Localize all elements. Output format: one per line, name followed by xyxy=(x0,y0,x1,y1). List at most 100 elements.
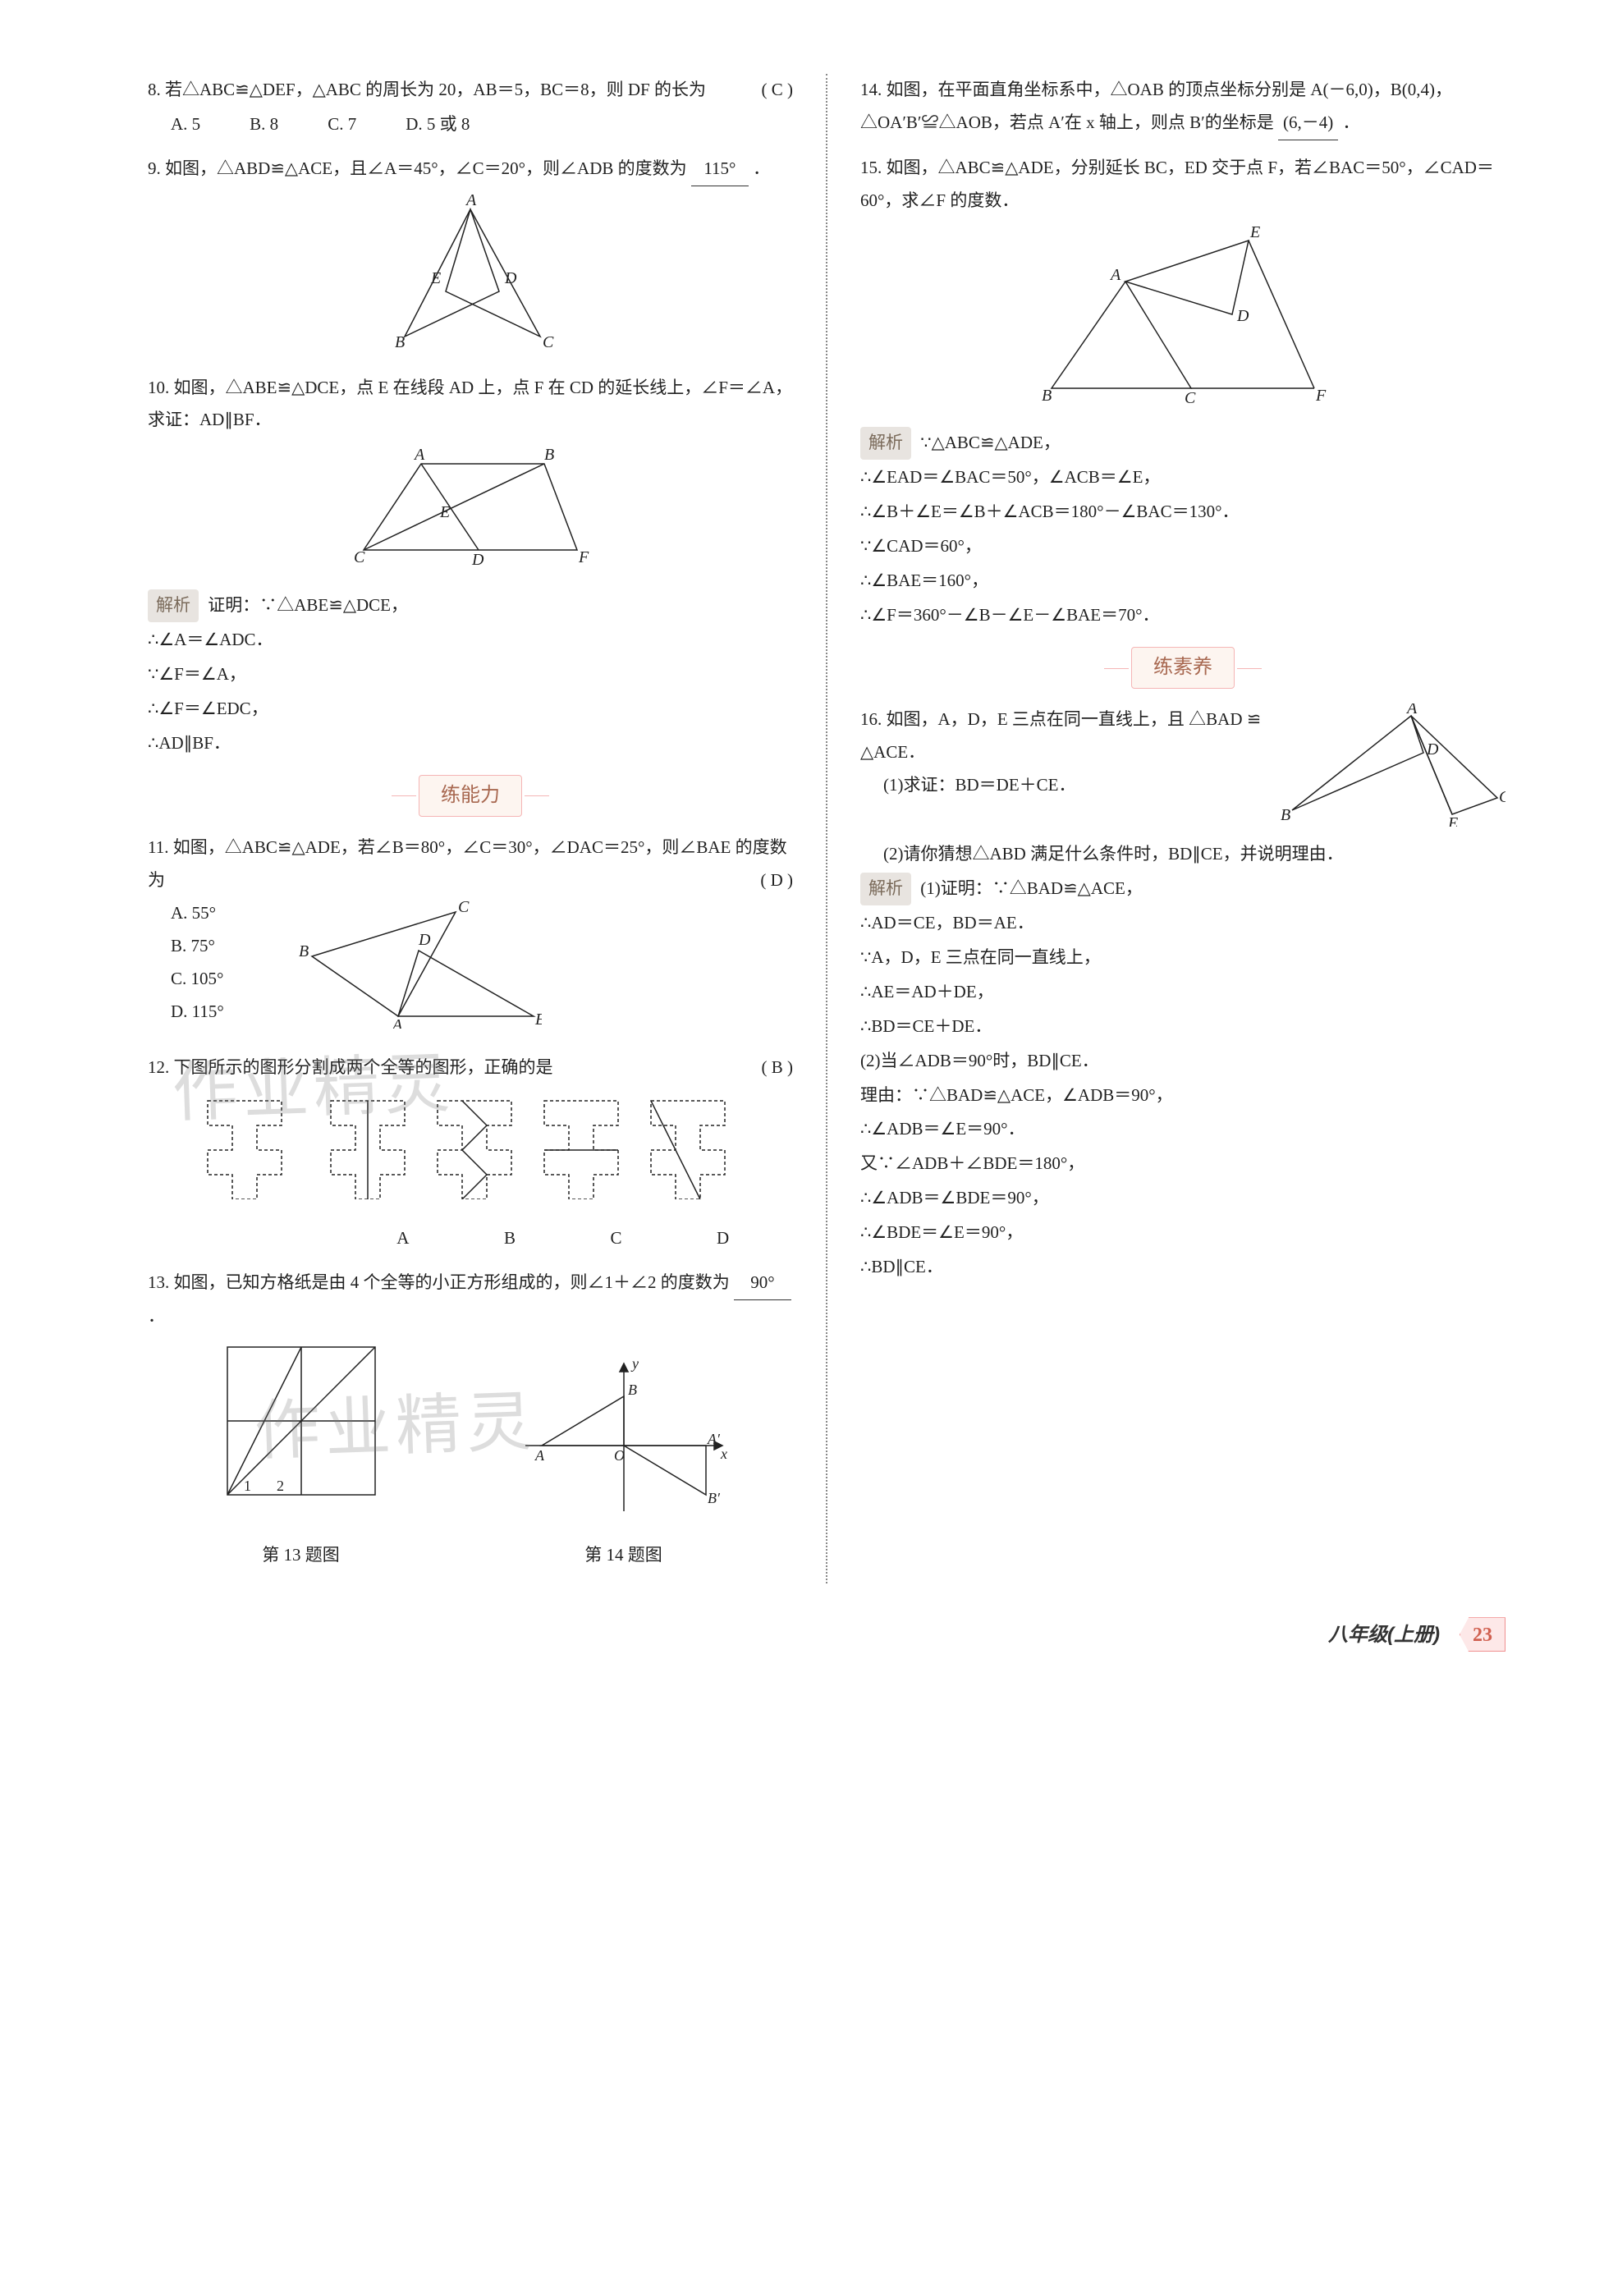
svg-text:A′: A′ xyxy=(707,1431,721,1447)
svg-text:C: C xyxy=(354,548,365,566)
svg-text:A: A xyxy=(413,446,425,464)
q12-figure xyxy=(148,1093,793,1211)
q11-opt-c: C. 105° xyxy=(171,963,271,996)
q11-figure: A B C D E xyxy=(271,897,793,1040)
column-divider xyxy=(826,74,827,1583)
q10-exp-2: ∵∠F＝∠A， xyxy=(148,658,793,691)
svg-text:A: A xyxy=(1405,703,1418,717)
q10-exp-3: ∴∠F＝∠EDC， xyxy=(148,693,793,726)
q15-exp-3: ∵∠CAD＝60°， xyxy=(860,530,1505,563)
svg-text:B: B xyxy=(299,942,309,960)
q16-exp-0: (1)证明：∵△BAD≌△ACE， xyxy=(920,878,1143,898)
section-literacy-label: 练素养 xyxy=(1131,647,1235,690)
right-column: 14. 如图，在平面直角坐标系中，△OAB 的顶点坐标分别是 A(－6,0)，B… xyxy=(860,74,1505,1583)
q16-sub2: (2)请你猜想△ABD 满足什么条件时，BD∥CE，并说明理由． xyxy=(860,838,1505,871)
q8-opt-a: A. 5 xyxy=(171,108,200,141)
q10-figure: A B C D E F xyxy=(148,443,793,578)
q10-exp-1: ∴∠A＝∠ADC． xyxy=(148,624,793,657)
q14-answer: (6,－4) xyxy=(1278,107,1338,140)
svg-text:C: C xyxy=(1499,788,1505,806)
q9-answer: 115° xyxy=(691,153,749,186)
svg-text:O: O xyxy=(614,1447,625,1464)
explain-label: 解析 xyxy=(148,589,199,622)
q8-answer: ( C ) xyxy=(762,74,794,107)
q15-figure: A B C D E F xyxy=(860,224,1505,416)
q12-opt-c: C xyxy=(610,1222,621,1255)
svg-text:E: E xyxy=(430,269,441,287)
section-ability-label: 练能力 xyxy=(419,775,522,818)
svg-text:A: A xyxy=(391,1016,403,1029)
svg-text:2: 2 xyxy=(277,1478,284,1494)
q16-exp-3: ∴AE＝AD＋DE， xyxy=(860,976,1505,1009)
q16-exp-11: ∴BD∥CE． xyxy=(860,1251,1505,1284)
svg-text:1: 1 xyxy=(244,1478,251,1494)
question-14: 14. 如图，在平面直角坐标系中，△OAB 的顶点坐标分别是 A(－6,0)，B… xyxy=(860,74,1505,140)
svg-text:C: C xyxy=(543,333,554,349)
question-15: 15. 如图，△ABC≌△ADE，分别延长 BC，ED 交于点 F，若∠BAC＝… xyxy=(860,152,1505,632)
q15-exp-0: ∵△ABC≌△ADE， xyxy=(920,433,1061,452)
q16-exp-2: ∵A，D，E 三点在同一直线上， xyxy=(860,942,1505,974)
section-literacy: 练素养 xyxy=(860,647,1505,690)
svg-text:B: B xyxy=(395,333,405,349)
question-9: 9. 如图，△ABD≌△ACE，且∠A＝45°，∠C＝20°，则∠ADB 的度数… xyxy=(148,153,793,360)
svg-text:B: B xyxy=(628,1382,637,1398)
q16-exp-6: 理由：∵△BAD≌△ACE，∠ADB＝90°， xyxy=(860,1079,1505,1112)
q13-text: 13. 如图，已知方格纸是由 4 个全等的小正方形组成的，则∠1＋∠2 的度数为 xyxy=(148,1272,730,1292)
svg-text:C: C xyxy=(1185,389,1196,405)
question-12: 作业精灵 12. 下图所示的图形分割成两个全等的图形，正确的是 ( B ) xyxy=(148,1052,793,1255)
left-column: 8. 若△ABC≌△DEF，△ABC 的周长为 20，AB＝5，BC＝8，则 D… xyxy=(148,74,793,1583)
q15-exp-4: ∴∠BAE＝160°， xyxy=(860,565,1505,598)
q12-opt-b: B xyxy=(504,1222,516,1255)
q15-exp-1: ∴∠EAD＝∠BAC＝50°，∠ACB＝∠E， xyxy=(860,461,1505,494)
q16-text1: 16. 如图，A，D，E 三点在同一直线上，且 △BAD ≌ △ACE． xyxy=(860,703,1267,769)
svg-text:A: A xyxy=(465,193,477,209)
svg-text:B′: B′ xyxy=(708,1490,721,1506)
question-11: 11. 如图，△ABC≌△ADE，若∠B＝80°，∠C＝30°，∠DAC＝25°… xyxy=(148,832,793,1040)
q16-exp-8: 又∵∠ADB＋∠BDE＝180°， xyxy=(860,1148,1505,1180)
q16-exp-9: ∴∠ADB＝∠BDE＝90°， xyxy=(860,1182,1505,1215)
explain-label-15: 解析 xyxy=(860,427,911,460)
q11-opt-b: B. 75° xyxy=(171,930,271,963)
q15-exp-2: ∴∠B＋∠E＝∠B＋∠ACB＝180°－∠BAC＝130°． xyxy=(860,496,1505,529)
q12-opt-d: D xyxy=(717,1222,729,1255)
q16-exp-7: ∴∠ADB＝∠E＝90°． xyxy=(860,1113,1505,1146)
q9-period: ． xyxy=(753,158,770,178)
svg-text:D: D xyxy=(418,931,431,949)
q15-text: 15. 如图，△ABC≌△ADE，分别延长 BC，ED 交于点 F，若∠BAC＝… xyxy=(860,152,1505,218)
svg-text:F: F xyxy=(1315,387,1327,405)
q8-opt-d: D. 5 或 8 xyxy=(406,108,470,141)
q8-text: 8. 若△ABC≌△DEF，△ABC 的周长为 20，AB＝5，BC＝8，则 D… xyxy=(148,80,706,99)
q15-exp-5: ∴∠F＝360°－∠B－∠E－∠BAE＝70°． xyxy=(860,599,1505,632)
svg-text:B: B xyxy=(544,446,554,464)
page-content: 8. 若△ABC≌△DEF，△ABC 的周长为 20，AB＝5，BC＝8，则 D… xyxy=(148,74,1505,1583)
svg-text:y: y xyxy=(630,1355,639,1372)
q9-text: 9. 如图，△ABD≌△ACE，且∠A＝45°，∠C＝20°，则∠ADB 的度数… xyxy=(148,158,687,178)
q16-figure: A B C D E xyxy=(1276,703,1505,838)
svg-text:F: F xyxy=(578,548,589,566)
q16-exp-5: (2)当∠ADB＝90°时，BD∥CE． xyxy=(860,1045,1505,1078)
svg-text:E: E xyxy=(1249,224,1260,241)
q16-exp-4: ∴BD＝CE＋DE． xyxy=(860,1011,1505,1043)
svg-text:A: A xyxy=(1109,266,1121,284)
svg-text:D: D xyxy=(1236,307,1249,325)
svg-text:E: E xyxy=(439,503,450,521)
q14-period: ． xyxy=(1342,112,1359,132)
svg-text:E: E xyxy=(1447,814,1458,827)
q11-answer: ( D ) xyxy=(760,864,793,897)
question-10: 10. 如图，△ABE≌△DCE，点 E 在线段 AD 上，点 F 在 CD 的… xyxy=(148,372,793,760)
q16-exp-10: ∴∠BDE＝∠E＝90°， xyxy=(860,1217,1505,1249)
q12-opt-a: A xyxy=(396,1222,409,1255)
q16-exp-1: ∴AD＝CE，BD＝AE． xyxy=(860,907,1505,940)
q14-caption: 第 14 题图 xyxy=(517,1539,731,1572)
q11-text: 11. 如图，△ABC≌△ADE，若∠B＝80°，∠C＝30°，∠DAC＝25°… xyxy=(148,837,787,890)
svg-text:x: x xyxy=(720,1446,727,1462)
svg-text:E: E xyxy=(534,1011,542,1029)
svg-text:B: B xyxy=(1042,387,1052,405)
q14-figure: A B O A′ B′ y x 第 14 题图 xyxy=(517,1355,731,1572)
q10-exp-4: ∴AD∥BF． xyxy=(148,727,793,760)
svg-text:A: A xyxy=(534,1447,545,1464)
q16-sub1: (1)求证：BD＝DE＋CE． xyxy=(860,769,1267,802)
svg-text:D: D xyxy=(471,551,484,566)
svg-text:D: D xyxy=(504,269,517,287)
svg-text:D: D xyxy=(1426,740,1439,758)
